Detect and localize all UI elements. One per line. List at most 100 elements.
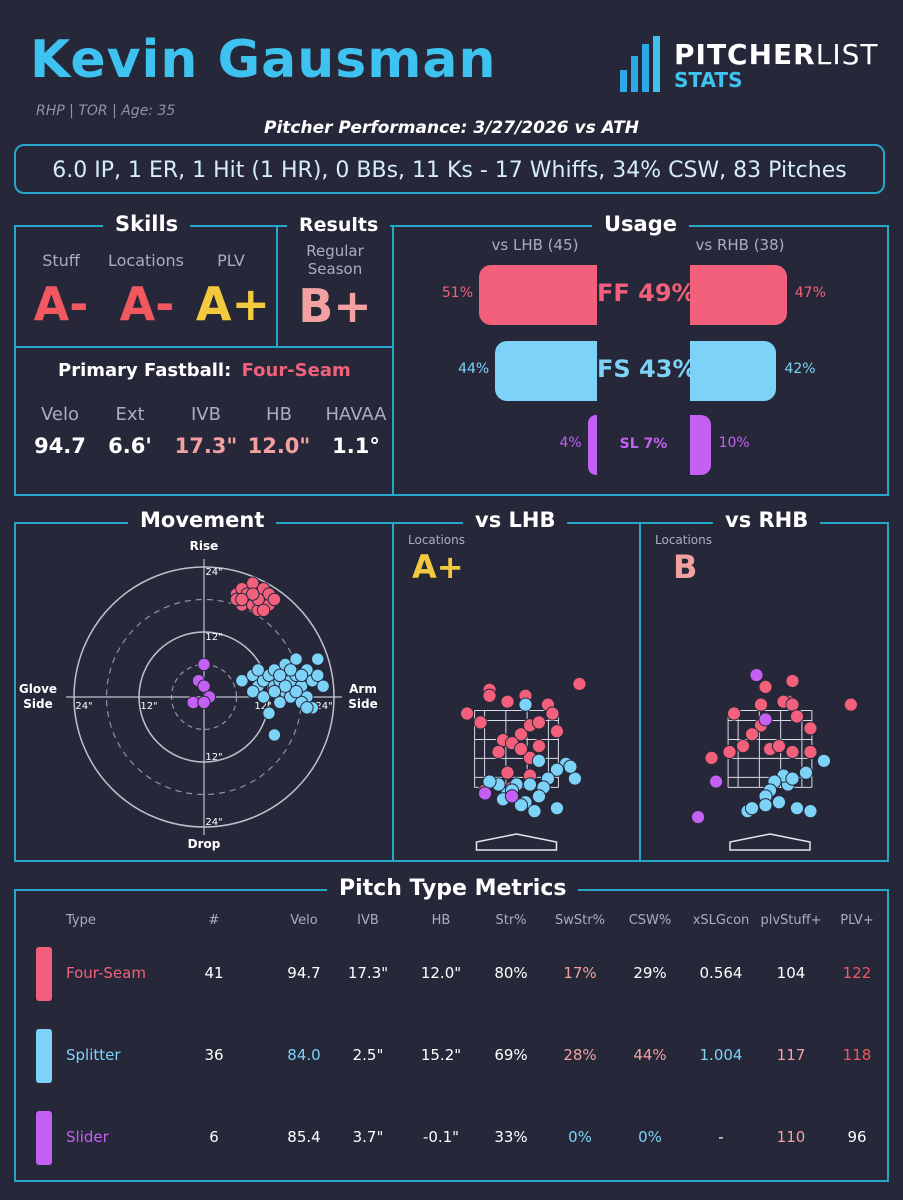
drop-label: Drop [188,837,221,851]
usage-lhb-value: 51% [441,285,473,301]
location-point [549,724,565,739]
usage-pitch-label: FF 49% [597,279,696,307]
locations-label: Locations [107,251,184,270]
metric-value: 17% [563,964,597,982]
results-title: Results [287,214,391,236]
movement-point [311,652,325,666]
location-point [527,804,542,819]
metric-value: 17.3" [347,964,389,982]
lhb-title: vs LHB [463,508,568,532]
location-point [504,789,520,804]
movement-point [256,603,271,618]
metric-value: 2.5" [352,1046,384,1064]
lhb-locations-grade: A+ [412,548,464,586]
tick-24-right: 24" [315,701,332,712]
metric-value: 0% [638,1128,662,1146]
usage-bar-rhb [690,415,711,475]
movement-point [197,657,211,672]
fastball-metric-value: 94.7 [34,434,86,458]
location-point [843,697,859,712]
results-grade: B+ [298,279,372,333]
metric-value: 69% [494,1046,528,1064]
location-point [803,721,818,736]
metrics-title: Pitch Type Metrics [327,876,579,901]
metric-value: - [718,1128,724,1146]
movement-point [262,706,276,720]
usage-pitch-total: 43% [639,355,697,383]
metric-value: 84.0 [287,1046,321,1064]
glove-side-label: Glove [19,682,57,696]
location-point [500,694,515,709]
usage-pitch-code: FS [597,355,631,383]
movement-point [311,668,325,683]
performance-title: Pitcher Performance: 3/27/2026 vs ATH [263,118,640,138]
metric-value: 15.2" [420,1046,462,1064]
location-point [531,715,547,730]
statline: 6.0 IP, 1 ER, 1 Hit (1 HR), 0 BBs, 11 Ks… [14,144,885,194]
movement-point [267,684,282,699]
pitcherlist-logo: PITCHERLIST STATS [620,36,885,94]
metric-value: 80% [494,964,528,982]
metrics-col-header: xSLGcon [692,913,750,928]
location-point [482,688,497,703]
pitch-color-swatch [36,947,52,1001]
usage-rhb-label: vs RHB (38) [695,236,785,254]
metric-value: 33% [494,1128,528,1146]
location-point [789,801,805,816]
location-point [482,774,497,789]
usage-bar-rhb [690,265,787,325]
metric-value: 36 [204,1046,224,1064]
rise-label: Rise [190,539,219,553]
arm-side-label: Side [348,697,377,711]
tick-24-left: 24" [75,701,92,712]
fastball-metric-label: HAVAA [325,404,387,425]
metric-value: 6 [209,1128,219,1146]
metrics-col-header: PLV+ [840,913,874,928]
lhb-locations-label: Locations [408,533,466,547]
usage-rhb-value: 42% [784,361,816,377]
usage-lhb-label: vs LHB (45) [491,236,579,254]
usage-pitch-label: FS 43% [597,355,697,383]
fastball-metric-value: 17.3" [174,434,238,458]
movement-point [197,679,211,693]
rhb-locations-grade: B [673,548,698,586]
metrics-col-header: # [208,913,220,928]
metric-value: -0.1" [422,1128,460,1146]
location-point [572,676,587,692]
logo-wordmark: PITCHERLIST [674,38,879,71]
fastball-metric-label: HB [266,404,292,425]
location-point [500,765,515,780]
movement-point [197,695,211,710]
results-label-2: Season [307,260,363,278]
metric-value: 29% [633,964,667,982]
location-point [816,753,832,768]
rhb-locations-label: Locations [655,533,713,547]
metrics-table: Type # Velo IVB HB Str% SwStr% CSW% xSLGcon plvSt… [14,905,889,1180]
movement-point [273,695,287,710]
usage-bar-rhb [690,341,777,401]
fastball-title: Primary Fastball: Four-Seam [48,360,361,381]
metrics-col-header: SwStr% [555,913,605,928]
metrics-col-header: Velo [290,913,318,928]
movement-point [235,592,249,607]
movement-point [283,663,298,677]
movement-point [278,679,292,693]
location-point [722,744,737,760]
fastball-metric-value: 1.1° [332,434,380,458]
metrics-col-header: IVB [357,913,379,928]
location-point [744,801,760,816]
location-point [459,706,475,721]
pitch-color-swatch [36,1111,52,1165]
location-point [513,798,529,813]
location-point [563,759,578,774]
movement-point [273,668,287,683]
movement-point [235,674,249,688]
tick-24-top: 24" [205,567,222,578]
metric-value: 122 [842,964,872,982]
usage-chart: 51% 47% FF 49% 44% 42% FS 43% 4% 10% SL 7% [400,255,880,485]
movement-point [289,684,303,699]
usage-pitch-code: SL [619,436,639,452]
stuff-label: Stuff [42,251,80,270]
fastball-metric-label: IVB [191,404,221,425]
